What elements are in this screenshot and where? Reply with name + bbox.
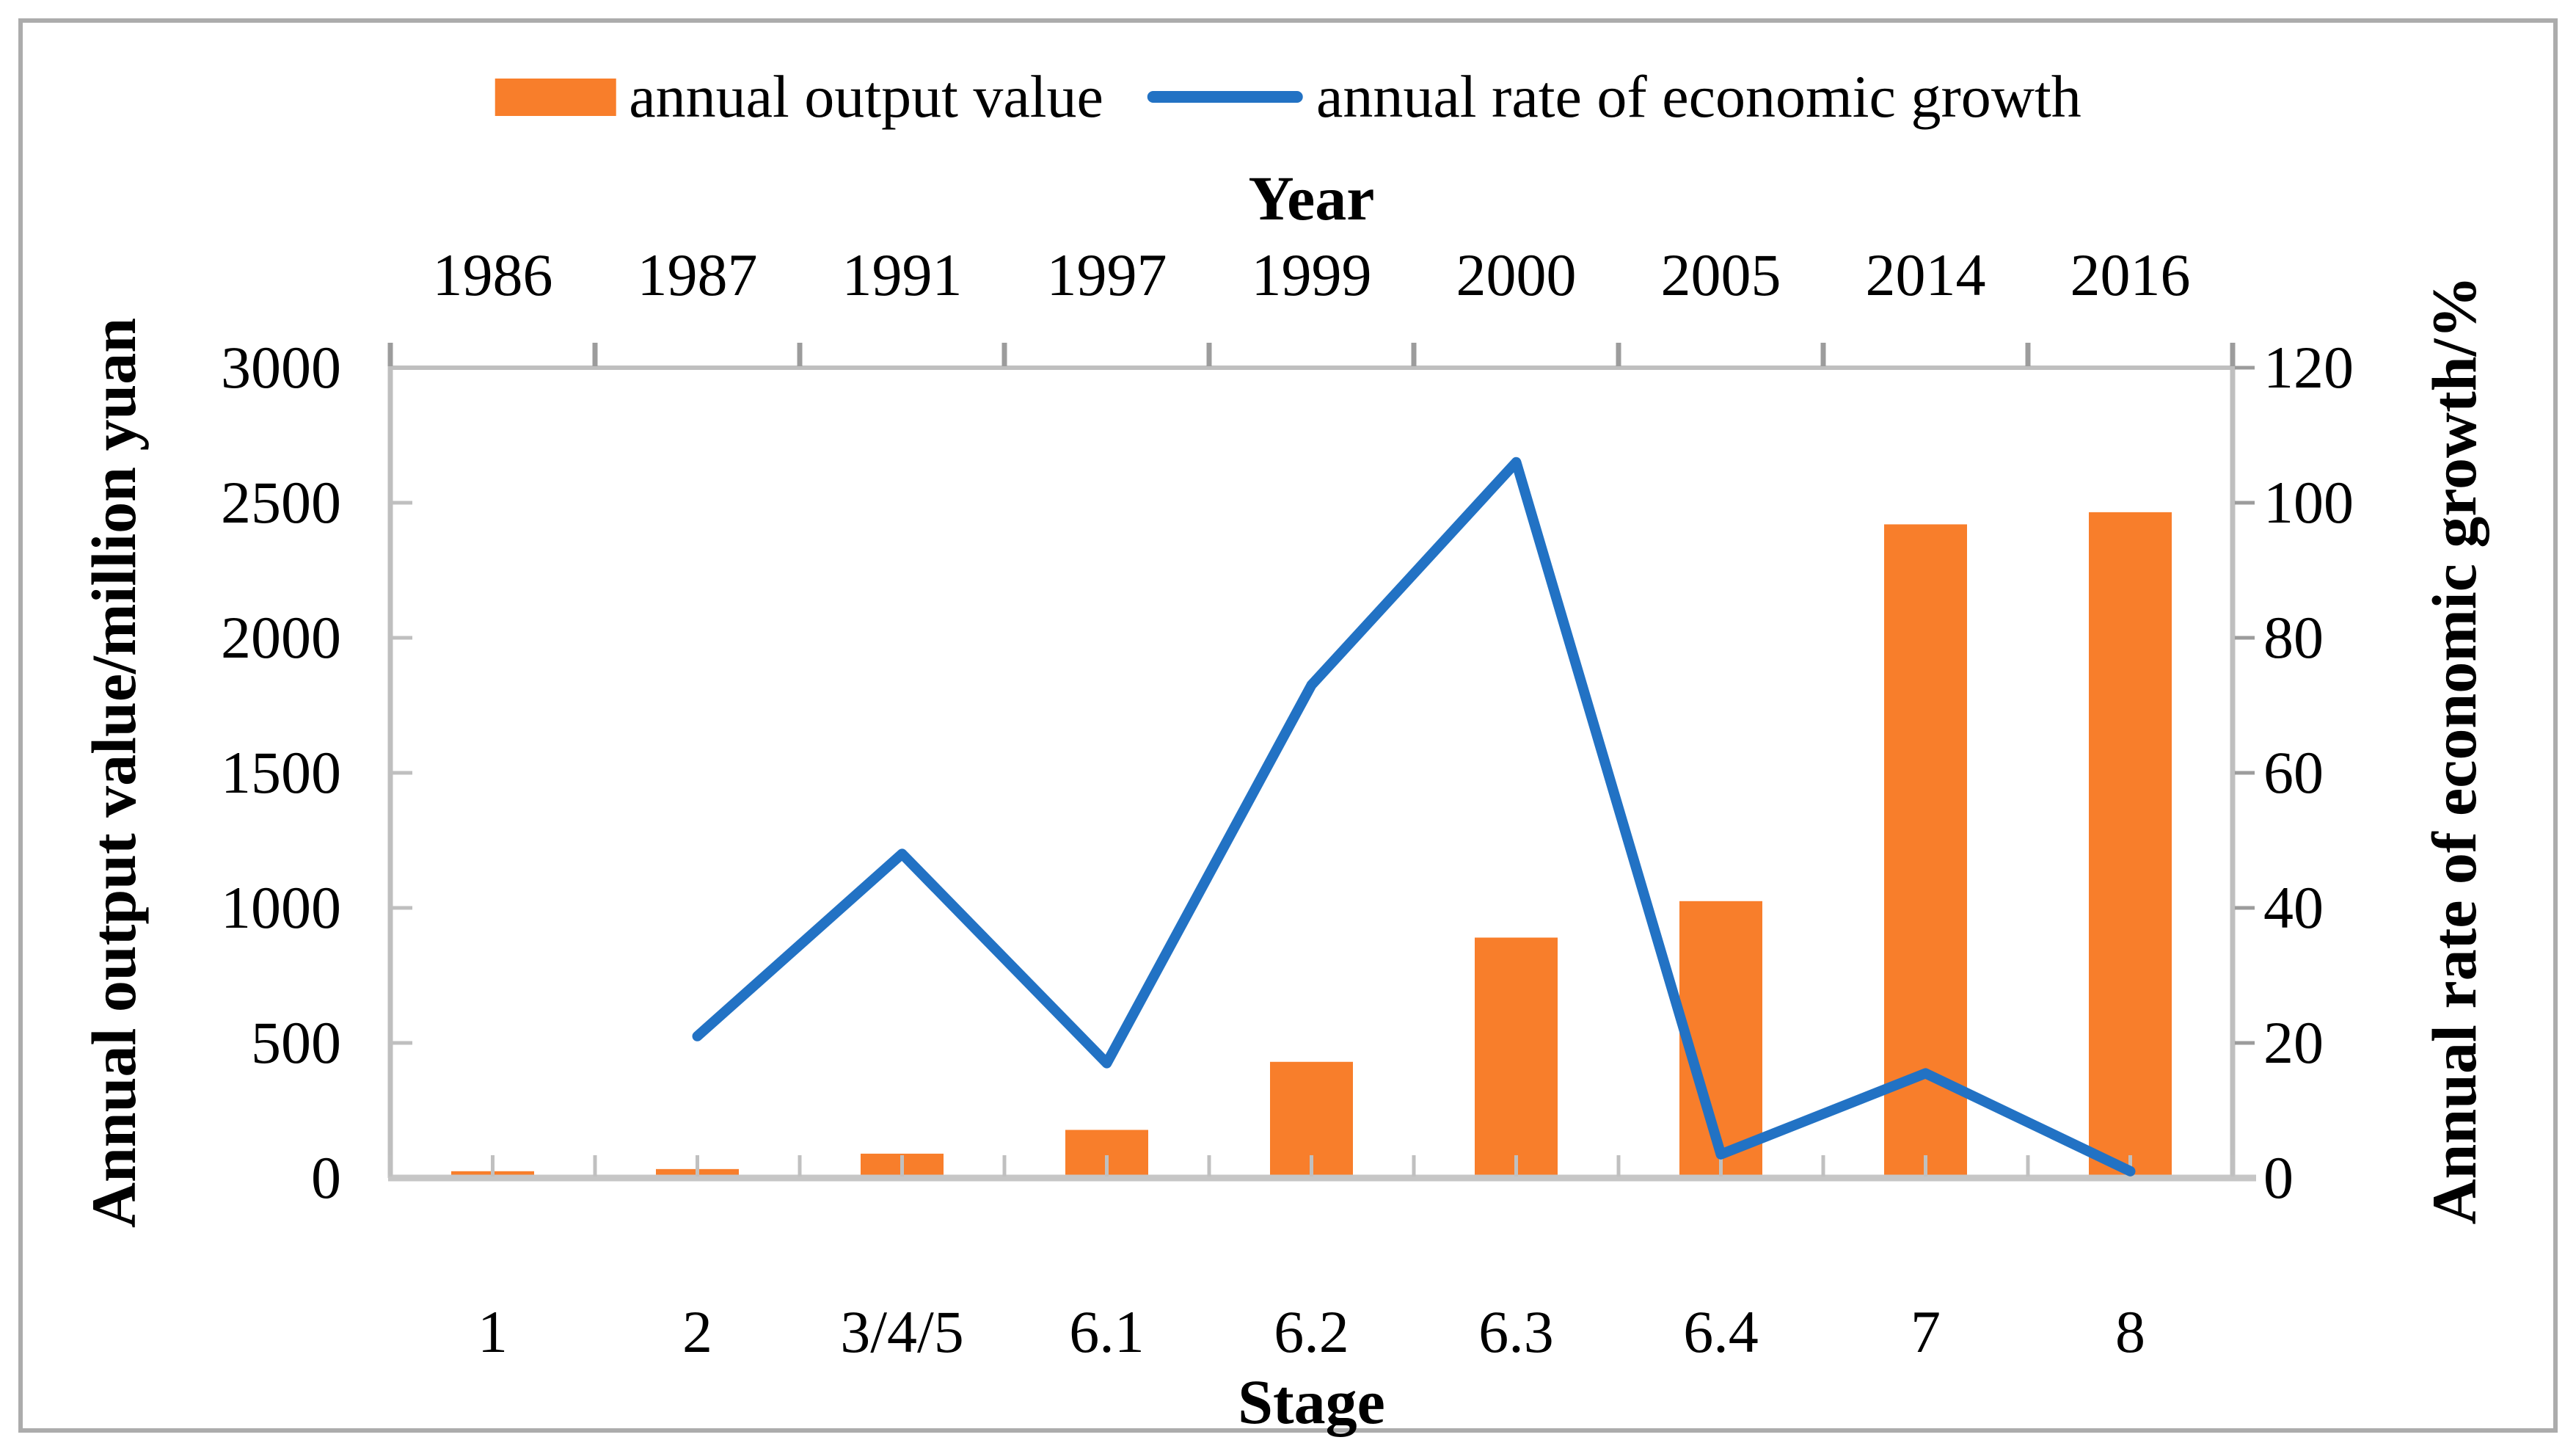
- line-swatch-icon: [1147, 91, 1303, 103]
- year-label: 2014: [1865, 241, 1986, 308]
- bar-swatch-icon: [495, 78, 616, 116]
- left-axis-tick-label: 2000: [221, 604, 341, 671]
- legend: annual output value annual rate of econo…: [495, 59, 2081, 134]
- year-label: 1997: [1046, 241, 1167, 308]
- right-axis-tick-label: 100: [2263, 469, 2354, 536]
- stage-label: 6.3: [1478, 1298, 1554, 1365]
- figure-border: [18, 18, 2558, 1433]
- right-axis-tick-label: 60: [2263, 739, 2324, 806]
- legend-label: annual output value: [629, 63, 1103, 130]
- growth-line-series: [692, 457, 2136, 1177]
- stage-label: 6.2: [1274, 1298, 1349, 1365]
- year-label: 2005: [1660, 241, 1781, 308]
- stage-label: 3/4/5: [840, 1298, 964, 1365]
- year-label: 1986: [432, 241, 553, 308]
- left-axis-tick-label: 2500: [221, 469, 341, 536]
- stage-label: 1: [478, 1298, 508, 1365]
- left-axis-tick-label: 1500: [221, 739, 341, 806]
- right-axis-tick-label: 0: [2263, 1144, 2294, 1211]
- year-label: 1999: [1251, 241, 1372, 308]
- left-axis-tick-label: 3000: [221, 334, 341, 401]
- stage-label: 8: [2115, 1298, 2145, 1365]
- right-axis-tick-label: 20: [2263, 1009, 2324, 1076]
- legend-item-bars: annual output value: [495, 59, 1103, 134]
- right-axis-tick-label: 120: [2263, 334, 2354, 401]
- legend-item-line: annual rate of economic growth: [1147, 59, 2081, 134]
- right-axis-tick-label: 80: [2263, 604, 2324, 671]
- year-label: 2000: [1456, 241, 1577, 308]
- year-label: 1987: [637, 241, 758, 308]
- stage-label: 2: [682, 1298, 712, 1365]
- legend-label: annual rate of economic growth: [1316, 63, 2081, 130]
- year-label: 1991: [842, 241, 963, 308]
- top-axis-title: Year: [1248, 163, 1375, 233]
- bottom-axis-title: Stage: [1238, 1367, 1385, 1437]
- stage-label: 7: [1911, 1298, 1941, 1365]
- stage-label: 6.4: [1683, 1298, 1759, 1365]
- bar: [1679, 901, 1762, 1181]
- bar: [1475, 937, 1558, 1181]
- left-axis-tick-label: 0: [311, 1144, 341, 1211]
- left-axis-tick-label: 1000: [221, 874, 341, 941]
- year-label: 2016: [2070, 241, 2191, 308]
- bar: [2089, 512, 2172, 1181]
- stage-label: 6.1: [1069, 1298, 1145, 1365]
- right-axis-tick-label: 40: [2263, 874, 2324, 941]
- left-axis-tick-label: 500: [251, 1009, 341, 1076]
